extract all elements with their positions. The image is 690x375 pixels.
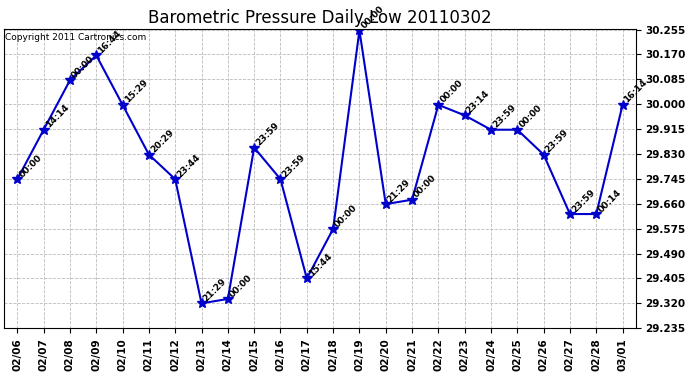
Text: 23:59: 23:59 <box>280 153 307 179</box>
Text: 00:00: 00:00 <box>333 203 359 229</box>
Text: 23:59: 23:59 <box>570 188 597 214</box>
Text: 00:00: 00:00 <box>359 4 386 30</box>
Text: 23:44: 23:44 <box>175 152 202 179</box>
Text: 15:29: 15:29 <box>123 78 149 105</box>
Text: 15:44: 15:44 <box>307 252 333 279</box>
Text: 23:14: 23:14 <box>464 88 491 116</box>
Text: 23:59: 23:59 <box>254 121 281 148</box>
Text: 00:00: 00:00 <box>17 153 43 179</box>
Text: 00:00: 00:00 <box>518 104 544 130</box>
Text: 20:29: 20:29 <box>149 128 175 154</box>
Text: 21:29: 21:29 <box>386 177 413 204</box>
Text: Copyright 2011 Cartronics.com: Copyright 2011 Cartronics.com <box>6 33 147 42</box>
Text: 14:14: 14:14 <box>43 103 70 130</box>
Title: Barometric Pressure Daily Low 20110302: Barometric Pressure Daily Low 20110302 <box>148 9 492 27</box>
Text: 23:59: 23:59 <box>544 128 571 154</box>
Text: 21:29: 21:29 <box>201 277 228 303</box>
Text: 00:00: 00:00 <box>412 174 438 200</box>
Text: 16:44: 16:44 <box>97 28 123 56</box>
Text: 00:00: 00:00 <box>228 273 254 299</box>
Text: 23:59: 23:59 <box>491 103 518 130</box>
Text: 00:00: 00:00 <box>70 54 96 80</box>
Text: 00:14: 00:14 <box>596 188 623 214</box>
Text: 16:14: 16:14 <box>622 78 649 105</box>
Text: 00:00: 00:00 <box>438 79 464 105</box>
